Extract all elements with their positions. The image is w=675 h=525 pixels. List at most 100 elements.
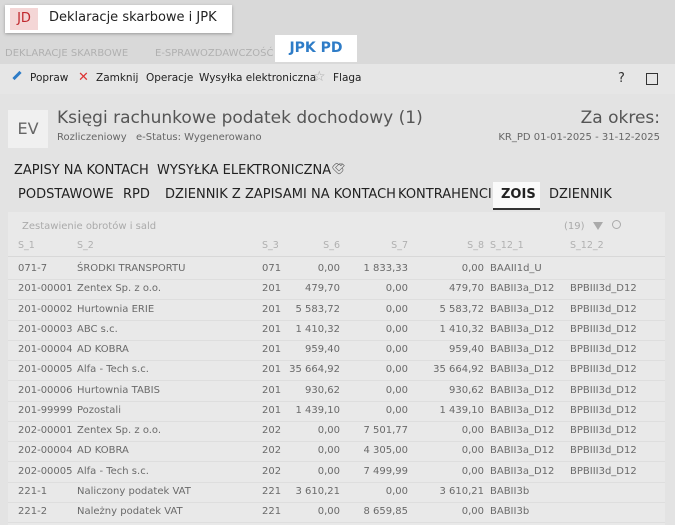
module-tab[interactable]: DEKLARACJE SKARBOWE: [5, 48, 129, 59]
table-row[interactable]: [8, 502, 665, 523]
module-tab[interactable]: E-SPRAWOZDAWCZOŚĆ: [155, 48, 274, 59]
cell: 5 583,72: [295, 303, 340, 315]
cell: 0,00: [385, 485, 408, 497]
section-tab[interactable]: ZAPISY NA KONTACH: [14, 163, 149, 178]
cell: 202-00001: [18, 425, 73, 436]
table-panel: Zestawienie obrotów i sald (19): [8, 212, 665, 525]
column-header[interactable]: S_6: [323, 240, 340, 251]
cell: 0,00: [385, 344, 408, 355]
tab[interactable]: KONTRAHENCI: [398, 187, 492, 202]
table-row[interactable]: [8, 482, 665, 503]
cell: 201-00006: [18, 384, 73, 396]
module-tab[interactable]: JPK PD: [275, 35, 357, 62]
table-row[interactable]: [8, 381, 665, 402]
table-title: Zestawienie obrotów i sald: [22, 221, 157, 232]
cell: BPBIII3d_D12: [570, 283, 637, 295]
filter-icon[interactable]: [593, 222, 603, 230]
tab[interactable]: DZIENNIK: [549, 187, 612, 202]
cell: BABII3a_D12: [490, 303, 555, 315]
app-badge-box: JD Deklaracje skarbowe i JPK: [5, 5, 232, 33]
cell: Alfa - Tech s.c.: [77, 465, 149, 477]
table-row[interactable]: [8, 441, 665, 463]
table-row[interactable]: [8, 259, 665, 280]
column-header[interactable]: S_1: [18, 240, 35, 251]
toolbar-button[interactable]: Zamknij: [96, 72, 139, 84]
doc-type: Rozliczeniowy: [57, 132, 127, 143]
cell: 1 833,33: [363, 263, 408, 274]
tab[interactable]: PODSTAWOWE: [18, 187, 114, 202]
doc-badge: EV: [8, 110, 48, 148]
cell: 221-1: [18, 485, 48, 497]
table-row[interactable]: [8, 340, 665, 361]
cell: Zentex Sp. z o.o.: [77, 283, 162, 295]
cell: 959,40: [449, 344, 484, 355]
table-row[interactable]: [8, 401, 665, 422]
cell: Hurtownia TABIS: [77, 384, 160, 396]
cell: 201-00003: [18, 323, 73, 335]
cell: BABII3b: [490, 485, 530, 497]
tab[interactable]: RPD: [123, 187, 150, 202]
tab[interactable]: DZIENNIK Z ZAPISAMI NA KONTACH: [165, 187, 396, 202]
cell: ABC s.c.: [77, 323, 118, 335]
cell: BPBIII3d_D12: [570, 364, 637, 376]
cell: BPBIII3d_D12: [570, 344, 637, 355]
cell: 221: [262, 485, 282, 497]
cell: AD KOBRA: [77, 344, 129, 355]
cell: 930,62: [449, 384, 484, 396]
cell: AD KOBRA: [77, 445, 129, 457]
cell: 3 610,21: [439, 485, 484, 497]
edit-icon[interactable]: [12, 70, 22, 81]
table-row[interactable]: [8, 320, 665, 341]
column-header[interactable]: S_2: [77, 240, 94, 251]
doc-status: e-Status: Wygenerowano: [136, 132, 262, 143]
section-tab[interactable]: WYSYŁKA ELEKTRONICZNA: [157, 163, 332, 178]
toolbar-button[interactable]: Popraw: [30, 72, 69, 84]
cell: Należny podatek VAT: [77, 506, 183, 517]
search-icon[interactable]: [612, 220, 621, 229]
table-row[interactable]: [8, 360, 665, 382]
cell: 201: [262, 283, 282, 295]
cell: 4 305,00: [363, 445, 408, 457]
table-row[interactable]: [8, 300, 665, 321]
cell: BABII3a_D12: [490, 425, 555, 436]
cell: BABII3a_D12: [490, 445, 555, 457]
cell: BPBIII3d_D12: [570, 303, 637, 315]
cell: BABII3a_D12: [490, 364, 555, 376]
table-row[interactable]: [8, 421, 665, 442]
cell: BABII3a_D12: [490, 404, 555, 416]
cell: 201: [262, 303, 282, 315]
cell: 7 499,99: [363, 465, 408, 477]
cell: 8 659,85: [363, 506, 408, 517]
toolbar-button[interactable]: Flaga: [333, 72, 362, 84]
cell: 0,00: [461, 263, 484, 274]
cell: BABII3a_D12: [490, 344, 555, 355]
cell: BABII3a_D12: [490, 323, 555, 335]
tab[interactable]: ZOIS: [501, 187, 536, 202]
close-icon[interactable]: ✕: [78, 70, 89, 85]
cell: 202: [262, 445, 282, 457]
column-header[interactable]: S_12_1: [490, 240, 524, 251]
cell: BABII3b: [490, 506, 530, 517]
app-badge: JD: [10, 8, 38, 30]
column-header[interactable]: S_3: [262, 240, 279, 251]
cell: BABII3a_D12: [490, 384, 555, 396]
cell: 0,00: [317, 263, 340, 274]
toolbar-button[interactable]: Wysyłka elektroniczna: [199, 72, 317, 84]
cell: BABII3a_D12: [490, 283, 555, 295]
toolbar: ? ✕ ☆ Popraw Zamknij Operacje Wysyłka elektro…: [0, 64, 675, 94]
cell: 201: [262, 323, 282, 335]
column-header[interactable]: S_12_2: [570, 240, 604, 251]
cell: 201: [262, 344, 282, 355]
column-header[interactable]: S_7: [391, 240, 408, 251]
table-row[interactable]: [8, 462, 665, 483]
cell: 0,00: [461, 425, 484, 436]
cell: 7 501,77: [363, 425, 408, 436]
help-button[interactable]: ?: [618, 71, 625, 86]
toolbar-button[interactable]: Operacje: [146, 72, 194, 84]
table-row[interactable]: [8, 279, 665, 301]
column-header[interactable]: S_8: [467, 240, 484, 251]
window-button[interactable]: [646, 73, 658, 85]
header-row: [8, 236, 665, 257]
flag-icon[interactable]: ☆: [313, 69, 326, 85]
